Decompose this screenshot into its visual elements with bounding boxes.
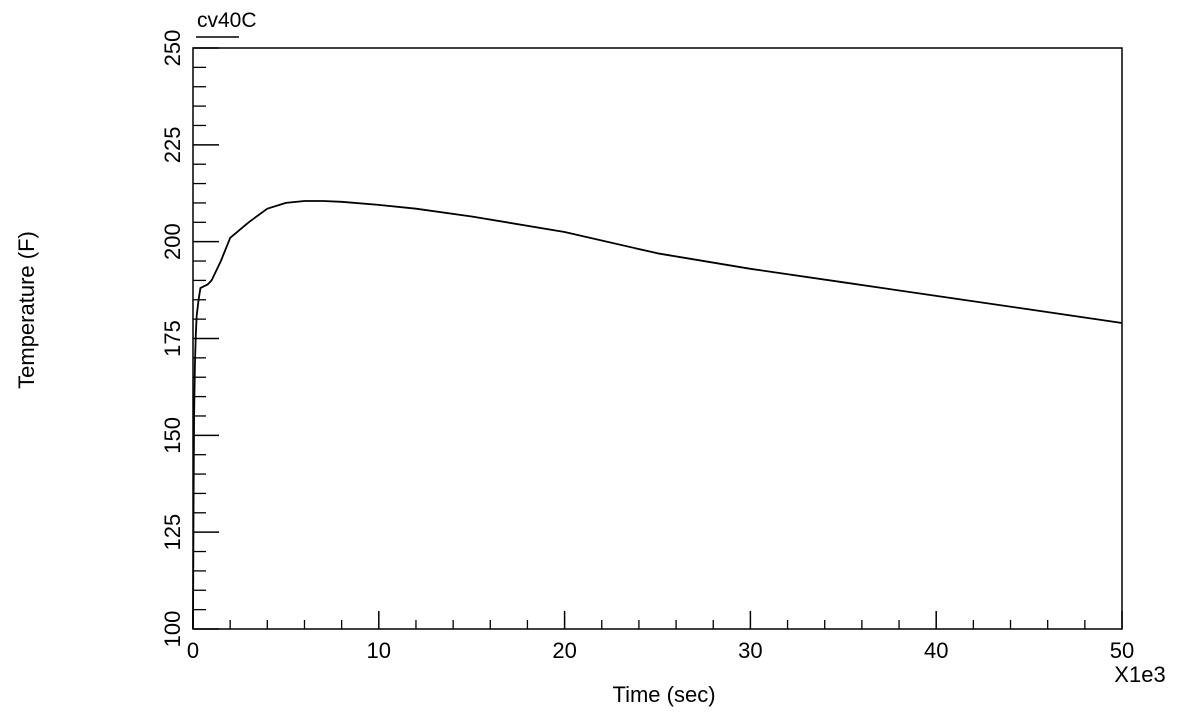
y-tick-label: 175: [160, 320, 185, 357]
x-tick-label: 30: [738, 638, 762, 663]
y-tick-label: 250: [160, 30, 185, 67]
x-tick-label: 20: [552, 638, 576, 663]
series-lines: [192, 200, 1123, 630]
y-tick-label: 100: [160, 611, 185, 648]
major-ticks: [192, 47, 1123, 630]
x-axis-label: Time (sec): [612, 682, 715, 707]
y-tick-label: 150: [160, 417, 185, 454]
plot-area: [192, 47, 1123, 630]
y-tick-label: 200: [160, 223, 185, 260]
y-tick-label: 225: [160, 126, 185, 163]
x-tick-label: 0: [187, 638, 199, 663]
x-axis-multiplier: X1e3: [1114, 662, 1165, 687]
legend-label: cv40C: [197, 9, 257, 32]
x-tick-label: 50: [1110, 638, 1134, 663]
y-tick-label: 125: [160, 514, 185, 551]
x-tick-labels: 0 10 20 30 40 50: [187, 638, 1134, 663]
series-line-cv40c: [192, 200, 1123, 630]
x-tick-label: 10: [367, 638, 391, 663]
y-axis-label: Temperature (F): [14, 231, 39, 389]
y-tick-labels: 100 125 150 175 200 225 250: [160, 30, 185, 648]
x-tick-label: 40: [924, 638, 948, 663]
minor-ticks: [193, 66, 1086, 629]
